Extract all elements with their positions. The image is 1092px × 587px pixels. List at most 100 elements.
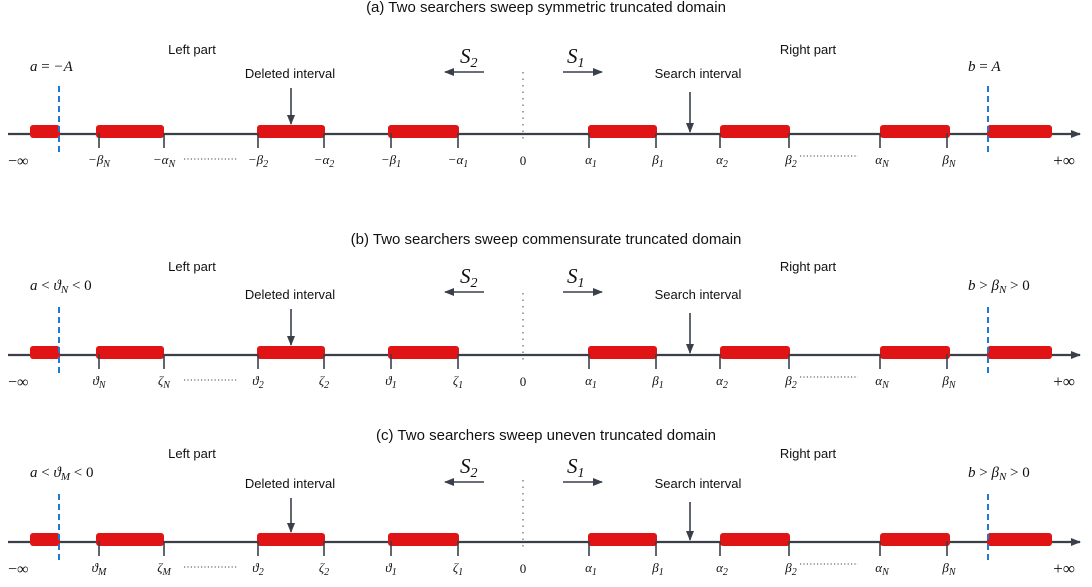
left-tick-label: ζM — [157, 560, 171, 578]
pos-infinity-label: +∞ — [1053, 372, 1075, 391]
interval-segment — [257, 533, 325, 546]
right-tick-label: βN — [941, 373, 956, 391]
interval-segment — [388, 346, 459, 359]
panel-a: (a) Two searchers sweep symmetric trunca… — [8, 0, 1081, 170]
panel-title: (b) Two searchers sweep commensurate tru… — [351, 231, 742, 248]
right-tick-label: βN — [941, 152, 956, 170]
left-tick-label: −β1 — [381, 152, 401, 170]
origin-label: 0 — [520, 153, 527, 168]
left-tick-label: ϑ1 — [385, 373, 396, 391]
searcher-s1-label: S1 — [567, 44, 585, 71]
interval-segment — [96, 346, 164, 359]
left-tick-label: −β2 — [248, 152, 268, 170]
interval-segment — [588, 346, 657, 359]
searcher-s2-label: S2 — [460, 44, 478, 71]
searcher-s1-label: S1 — [567, 454, 585, 481]
left-boundary-expression: a = −A — [30, 59, 74, 75]
panel-title: (a) Two searchers sweep symmetric trunca… — [366, 0, 726, 16]
right-tick-label: β2 — [784, 560, 796, 578]
right-tick-label: β1 — [651, 373, 663, 391]
panel-title: (c) Two searchers sweep uneven truncated… — [376, 427, 716, 444]
interval-segment — [30, 125, 60, 138]
left-tick-label: ζN — [158, 373, 171, 391]
interval-segment — [588, 125, 657, 138]
right-tick-label: αN — [875, 152, 890, 170]
interval-segment — [96, 125, 164, 138]
searcher-s2-label: S2 — [460, 264, 478, 291]
left-boundary-expression: a < ϑN < 0 — [30, 278, 92, 296]
right-boundary-expression: b > βN > 0 — [968, 278, 1030, 296]
pos-infinity-label: +∞ — [1053, 151, 1075, 170]
neg-infinity-label: −∞ — [8, 153, 28, 170]
interval-segment — [987, 346, 1052, 359]
right-tick-label: αN — [875, 560, 890, 578]
right-tick-label: β1 — [651, 152, 663, 170]
panel-c: (c) Two searchers sweep uneven truncated… — [8, 427, 1081, 578]
right-tick-label: βN — [941, 560, 956, 578]
left-tick-label: ϑM — [92, 560, 107, 578]
interval-segment — [96, 533, 164, 546]
origin-label: 0 — [520, 374, 527, 389]
searcher-s1-label: S1 — [567, 264, 585, 291]
search-interval-label: Search interval — [655, 287, 742, 302]
neg-infinity-label: −∞ — [8, 561, 28, 578]
right-tick-label: αN — [875, 373, 890, 391]
left-boundary-expression: a < ϑM < 0 — [30, 465, 93, 483]
left-part-label: Left part — [168, 446, 216, 461]
right-tick-label: α1 — [585, 560, 597, 578]
interval-segment — [30, 533, 60, 546]
interval-segment — [257, 346, 325, 359]
deleted-interval-label: Deleted interval — [245, 476, 335, 491]
right-boundary-expression: b > βN > 0 — [968, 465, 1030, 483]
searcher-s2-label: S2 — [460, 454, 478, 481]
right-tick-label: α2 — [716, 560, 728, 578]
interval-segment — [30, 346, 60, 359]
right-boundary-expression: b = A — [968, 59, 1001, 75]
left-tick-label: ϑ2 — [252, 373, 263, 391]
right-part-label: Right part — [780, 42, 837, 57]
interval-segment — [720, 346, 790, 359]
interval-segment — [588, 533, 657, 546]
right-tick-label: β2 — [784, 152, 796, 170]
left-tick-label: ζ1 — [453, 373, 463, 391]
interval-segment — [880, 125, 950, 138]
interval-segment — [987, 125, 1052, 138]
interval-segment — [720, 125, 790, 138]
interval-segment — [257, 125, 325, 138]
left-part-label: Left part — [168, 42, 216, 57]
interval-segment — [880, 346, 950, 359]
left-tick-label: ζ2 — [319, 560, 329, 578]
right-part-label: Right part — [780, 446, 837, 461]
neg-infinity-label: −∞ — [8, 374, 28, 391]
left-tick-label: −βN — [88, 152, 111, 170]
interval-segment — [388, 125, 459, 138]
interval-segment — [388, 533, 459, 546]
right-tick-label: α1 — [585, 152, 597, 170]
interval-segment — [987, 533, 1052, 546]
left-tick-label: ζ1 — [453, 560, 463, 578]
origin-label: 0 — [520, 561, 527, 576]
search-interval-label: Search interval — [655, 476, 742, 491]
pos-infinity-label: +∞ — [1053, 559, 1075, 578]
right-tick-label: α1 — [585, 373, 597, 391]
deleted-interval-label: Deleted interval — [245, 66, 335, 81]
left-part-label: Left part — [168, 259, 216, 274]
left-tick-label: −α2 — [314, 152, 335, 170]
right-tick-label: α2 — [716, 373, 728, 391]
left-tick-label: −αN — [153, 152, 177, 170]
deleted-interval-label: Deleted interval — [245, 287, 335, 302]
interval-segment — [880, 533, 950, 546]
right-part-label: Right part — [780, 259, 837, 274]
left-tick-label: ϑ1 — [385, 560, 396, 578]
left-tick-label: ϑN — [92, 373, 106, 391]
right-tick-label: α2 — [716, 152, 728, 170]
right-tick-label: β1 — [651, 560, 663, 578]
left-tick-label: −α1 — [448, 152, 469, 170]
left-tick-label: ϑ2 — [252, 560, 263, 578]
left-tick-label: ζ2 — [319, 373, 329, 391]
panel-b: (b) Two searchers sweep commensurate tru… — [8, 231, 1081, 391]
interval-segment — [720, 533, 790, 546]
right-tick-label: β2 — [784, 373, 796, 391]
search-interval-label: Search interval — [655, 66, 742, 81]
